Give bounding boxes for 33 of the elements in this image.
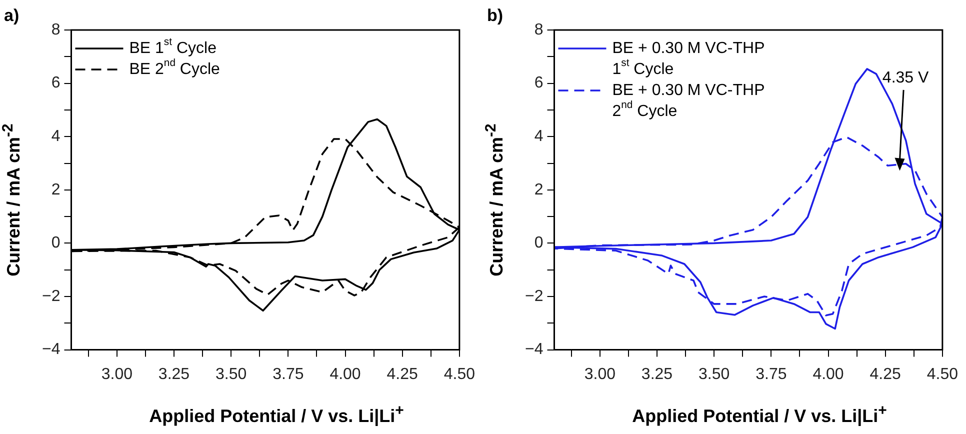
x-tick-label: 3.00 [584, 366, 616, 383]
annotation: 4.35 V [882, 69, 930, 86]
y-tick-label: −4 [42, 341, 60, 358]
y-tick-label: −4 [524, 341, 544, 358]
y-tick-label: 0 [534, 234, 544, 252]
chart-title: b) [487, 6, 504, 26]
y-tick-label: 4 [534, 128, 544, 146]
x-tick-label: 3.50 [698, 366, 730, 383]
x-tick-label: 4.25 [870, 366, 902, 383]
y-tick-label: 8 [51, 21, 60, 38]
x-tick-label: 3.25 [641, 366, 673, 383]
x-tick-label: 4.00 [812, 366, 844, 383]
y-tick-label: 2 [534, 181, 544, 198]
y-tick-label: 6 [534, 74, 544, 92]
x-tick-label: 3.25 [158, 366, 190, 383]
x-axis-title: Applied Potential / V vs. Li|Li$^{+}$ [148, 402, 405, 427]
x-tick-label: 4.00 [330, 366, 361, 383]
y-tick-label: −2 [524, 288, 544, 305]
x-tick-label: 4.25 [386, 366, 418, 383]
x-tick-label: 3.00 [101, 366, 133, 383]
y-tick-label: 0 [51, 234, 60, 252]
x-axis-title: Applied Potential / V vs. Li|Li$^{+}$ [631, 402, 888, 427]
x-tick-label: 3.50 [216, 366, 247, 383]
y-tick-label: 6 [51, 74, 60, 92]
y-tick-label: −2 [42, 288, 60, 305]
y-tick-label: 2 [51, 181, 60, 198]
y-tick-label: 8 [534, 21, 544, 38]
x-tick-label: 3.75 [756, 366, 787, 383]
chart-title: a) [4, 6, 20, 26]
x-tick-label: 4.50 [926, 366, 958, 383]
x-tick-label: 3.75 [272, 366, 304, 383]
y-tick-label: 4 [51, 128, 60, 146]
x-tick-label: 4.50 [444, 366, 476, 383]
